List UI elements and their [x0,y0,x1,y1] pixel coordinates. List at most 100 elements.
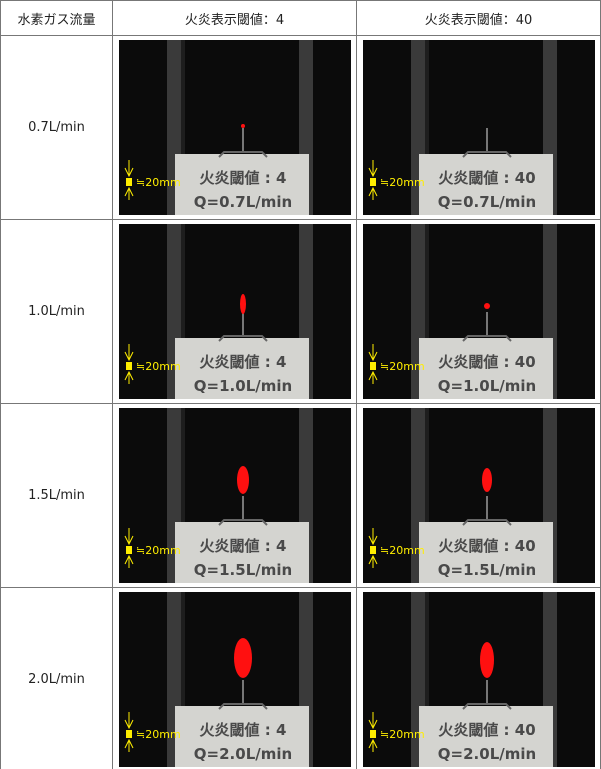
frame-inner [180,592,185,767]
photo-cell: 火炎閾値 : 40 Q=1.0L/min ≒20mm [356,219,601,404]
photo: 火炎閾値 : 40 Q=1.5L/min ≒20mm [362,408,595,583]
frame-inner [424,40,429,215]
frame-inner [180,224,185,399]
plate-flow: Q=0.7L/min [193,193,291,211]
header-cell: 火炎表示閾値：40 [356,0,601,36]
plate-threshold: 火炎閾値 : 40 [438,537,535,555]
scale-arrows [124,344,133,384]
plate-flow: Q=1.5L/min [437,561,535,579]
plate-bracket [461,519,512,526]
scale-mark [369,730,376,738]
photo: 火炎閾値 : 4 Q=1.5L/min ≒20mm [118,408,351,583]
scale-label: ≒20mm [136,360,181,373]
plate-flow: Q=1.5L/min [193,561,291,579]
plate-flow: Q=1.0L/min [193,377,291,395]
scale-arrows [368,160,377,200]
photo-cell: 火炎閾値 : 4 Q=1.5L/min ≒20mm [112,403,357,588]
scale-mark [369,362,376,370]
plate-flow: Q=2.0L/min [193,745,291,763]
photo-cell: 火炎閾値 : 4 Q=1.0L/min ≒20mm [112,219,357,404]
plate-bracket [461,151,512,158]
scale-arrows [368,528,377,568]
scale-mark [125,178,132,186]
plate-threshold: 火炎閾値 : 40 [438,721,535,739]
flame [236,466,249,494]
scale-label: ≒20mm [380,728,425,741]
scale-arrows [368,344,377,384]
frame-inner [424,592,429,767]
photo: 火炎閾値 : 40 Q=1.0L/min ≒20mm [362,224,595,399]
plate-threshold: 火炎閾値 : 4 [199,537,286,555]
frame-inner [180,40,185,215]
plate [174,522,309,583]
photo-cell: 火炎閾値 : 40 Q=1.5L/min ≒20mm [356,403,601,588]
plate [418,338,553,399]
scale-label: ≒20mm [380,176,425,189]
photo-cell: 火炎閾値 : 4 Q=2.0L/min ≒20mm [112,587,357,769]
header-cell: 水素ガス流量 [0,0,113,36]
header-cell: 火炎表示閾値：4 [112,0,357,36]
flow-cell: 2.0L/min [0,587,113,769]
photo-cell: 火炎閾値 : 40 Q=2.0L/min ≒20mm [356,587,601,769]
photo: 火炎閾値 : 40 Q=0.7L/min ≒20mm [362,40,595,215]
frame-inner [424,408,429,583]
plate-flow: Q=0.7L/min [437,193,535,211]
flame [479,642,494,678]
plate-bracket [461,703,512,710]
table-row: 0.7L/min 火炎閾値 : 4 Q=0.7L/min ≒20mm 火炎閾値 : 40… [0,35,601,220]
flow-cell: 1.0L/min [0,219,113,404]
scale-label: ≒20mm [136,544,181,557]
scale-arrows [124,528,133,568]
plate-flow: Q=2.0L/min [437,745,535,763]
header-row: 水素ガス流量 火炎表示閾値：4 火炎表示閾値：40 [0,0,601,36]
plate-bracket [217,151,268,158]
photo-cell: 火炎閾値 : 40 Q=0.7L/min ≒20mm [356,35,601,220]
plate-flow: Q=1.0L/min [437,377,535,395]
plate [418,522,553,583]
scale-label: ≒20mm [136,728,181,741]
scale-label: ≒20mm [136,176,181,189]
flame [233,638,252,678]
photo: 火炎閾値 : 4 Q=2.0L/min ≒20mm [118,592,351,767]
plate-bracket [217,703,268,710]
plate [418,154,553,215]
scale-mark [125,362,132,370]
plate [174,154,309,215]
photo: 火炎閾値 : 40 Q=2.0L/min ≒20mm [362,592,595,767]
scale-arrows [124,712,133,752]
plate-threshold: 火炎閾値 : 4 [199,353,286,371]
plate-bracket [217,335,268,342]
plate-threshold: 火炎閾値 : 4 [199,721,286,739]
plate-threshold: 火炎閾値 : 4 [199,169,286,187]
flame [481,468,492,492]
plate-bracket [461,335,512,342]
flame [239,294,246,314]
plate-threshold: 火炎閾値 : 40 [438,353,535,371]
scale-mark [125,730,132,738]
scale-mark [369,546,376,554]
table-row: 1.0L/min 火炎閾値 : 4 Q=1.0L/min ≒20mm 火炎閾値 : 40… [0,219,601,404]
flame [240,124,245,128]
table-row: 2.0L/min 火炎閾値 : 4 Q=2.0L/min ≒20mm 火炎閾値 : 40… [0,587,601,769]
flame [483,303,490,309]
plate [174,706,309,767]
flow-cell: 1.5L/min [0,403,113,588]
plate [174,338,309,399]
scale-arrows [124,160,133,200]
table-body: 0.7L/min 火炎閾値 : 4 Q=0.7L/min ≒20mm 火炎閾値 : 40… [0,35,601,769]
scale-mark [369,178,376,186]
scale-arrows [368,712,377,752]
photo-cell: 火炎閾値 : 4 Q=0.7L/min ≒20mm [112,35,357,220]
photo: 火炎閾値 : 4 Q=0.7L/min ≒20mm [118,40,351,215]
frame-inner [424,224,429,399]
scale-mark [125,546,132,554]
plate [418,706,553,767]
scale-label: ≒20mm [380,360,425,373]
photo: 火炎閾値 : 4 Q=1.0L/min ≒20mm [118,224,351,399]
plate-bracket [217,519,268,526]
frame-inner [180,408,185,583]
flow-cell: 0.7L/min [0,35,113,220]
scale-label: ≒20mm [380,544,425,557]
